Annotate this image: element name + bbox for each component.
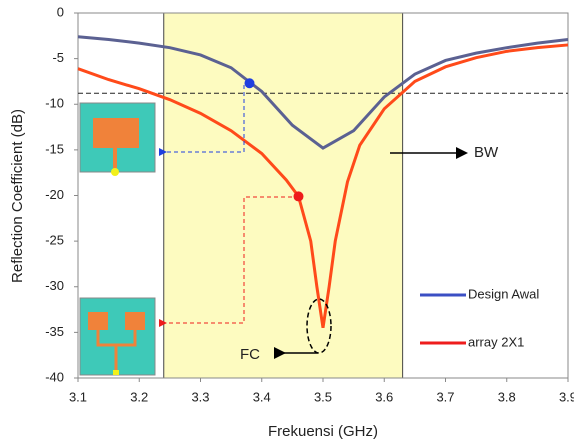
y-tick-label: -40: [45, 369, 64, 384]
y-tick-label: -15: [45, 141, 64, 156]
x-tick-label: 3.6: [375, 389, 393, 404]
y-tick-label: -10: [45, 96, 64, 111]
connector: [111, 168, 119, 176]
connector: [113, 370, 119, 375]
marker-point: [294, 191, 304, 201]
y-axis-title: Reflection Coefficient (dB): [9, 109, 26, 283]
x-tick-label: 3.3: [191, 389, 209, 404]
legend-label: Design Awal: [468, 286, 539, 301]
y-tick-label: -35: [45, 324, 64, 339]
patch: [125, 312, 145, 330]
annotation: BW: [474, 144, 499, 161]
y-tick-label: -20: [45, 187, 64, 202]
marker-point: [245, 78, 255, 88]
chart: 0 -5 -10 -15 -20 -25 -30 -35 -40 3.1 3.2 3.3 3.4 3.5 3…: [0, 0, 574, 445]
antenna-icon-single: [80, 103, 155, 176]
y-tick-label: 0: [57, 4, 64, 19]
x-tick-label: 3.5: [314, 389, 332, 404]
page: {"chart_data": {"type": "line", "xlabel"…: [0, 0, 574, 445]
annotation: FC: [240, 346, 260, 363]
y-tick-label: -5: [52, 50, 64, 65]
x-tick-label: 3.8: [498, 389, 516, 404]
x-axis-title: Frekuensi (GHz): [268, 423, 378, 440]
patch: [93, 118, 139, 148]
x-tick-label: 3.1: [69, 389, 87, 404]
legend-label: array 2X1: [468, 334, 524, 349]
x-tick-label: 3.2: [130, 389, 148, 404]
x-tick-label: 3.7: [436, 389, 454, 404]
x-tick-label: 3.4: [253, 389, 271, 404]
y-tick-label: -25: [45, 233, 64, 248]
patch: [88, 312, 108, 330]
x-tick-label: 3.9: [559, 389, 574, 404]
y-tick-label: -30: [45, 278, 64, 293]
feed: [113, 148, 117, 170]
antenna-icon-array: [80, 298, 155, 375]
